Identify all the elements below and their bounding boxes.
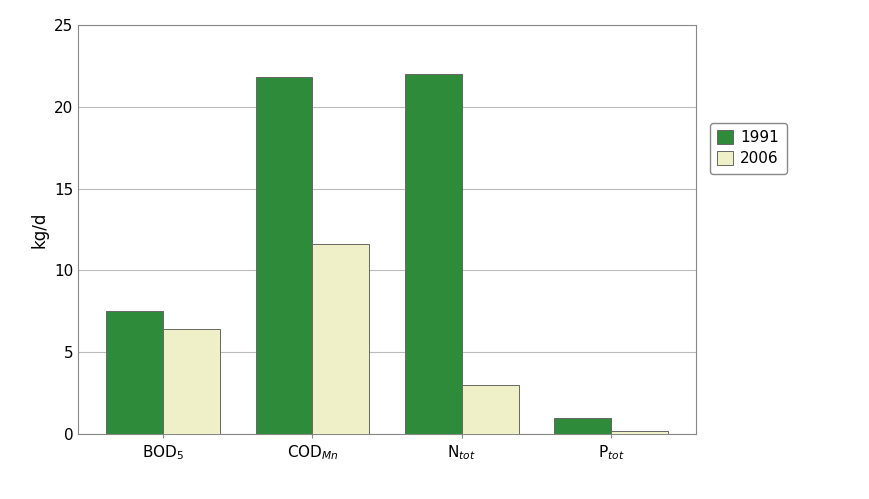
Bar (312, 245, 368, 434)
Bar (554, 418, 610, 434)
Bar (405, 74, 461, 434)
Bar (610, 431, 667, 434)
Bar (163, 329, 220, 434)
Legend: 1991, 2006: 1991, 2006 (709, 123, 786, 174)
Y-axis label: kg/d: kg/d (30, 212, 49, 248)
Bar (255, 77, 312, 434)
Bar (461, 385, 518, 434)
Bar (106, 311, 163, 434)
